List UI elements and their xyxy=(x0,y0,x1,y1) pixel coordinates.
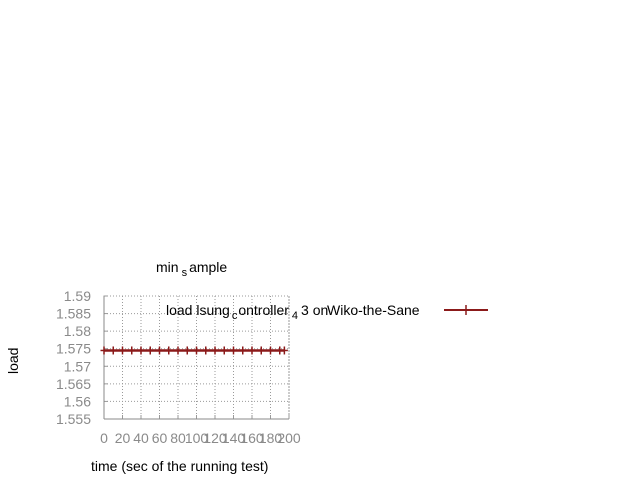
data-point xyxy=(267,346,274,355)
legend-label: load lsung controller 4 3 onWiko-the-Sane xyxy=(166,302,420,322)
data-point xyxy=(257,346,265,355)
data-point xyxy=(137,346,145,355)
y-tick-label: 1.58 xyxy=(64,323,91,339)
y-tick-label: 1.575 xyxy=(56,341,91,357)
data-point xyxy=(183,346,191,355)
legend-label-part-4: 4 xyxy=(292,310,298,322)
data-point xyxy=(100,346,108,355)
data-point xyxy=(156,346,163,355)
x-tick-label: 40 xyxy=(133,430,149,446)
data-point xyxy=(280,346,288,355)
data-point xyxy=(128,346,136,355)
x-tick-label: 20 xyxy=(115,430,131,446)
x-axis-label: time (sec of the running test) xyxy=(91,458,268,474)
x-tick-label: 100 xyxy=(185,430,209,446)
data-point xyxy=(220,346,228,355)
chart-title-part-2: s xyxy=(182,267,188,279)
data-point xyxy=(146,346,154,355)
x-tick-label: 60 xyxy=(152,430,168,446)
data-point xyxy=(174,346,182,355)
legend-label-part-3: ontroller xyxy=(238,302,289,318)
x-tick-label: 0 xyxy=(100,430,108,446)
chart-title-part-1: min xyxy=(156,259,179,275)
y-tick-label: 1.555 xyxy=(56,411,91,427)
legend-label-part-2: c xyxy=(232,310,238,322)
legend-label-part-5: 3 on xyxy=(301,302,328,318)
chart-title: min s ample xyxy=(156,259,227,279)
data-point xyxy=(239,346,247,355)
data-point xyxy=(109,346,117,355)
y-tick-label: 1.57 xyxy=(64,358,91,374)
data-point xyxy=(248,346,256,355)
y-tick-label: 1.585 xyxy=(56,306,91,322)
plot-border xyxy=(103,295,290,420)
axis-layer xyxy=(103,295,290,420)
x-tick-label: 120 xyxy=(203,430,227,446)
legend: load lsung controller 4 3 onWiko-the-Sane xyxy=(166,302,488,322)
chart-title-part-3: ample xyxy=(189,259,227,275)
x-tick-label: 140 xyxy=(222,430,246,446)
data-point xyxy=(230,346,237,355)
data-point xyxy=(193,346,200,355)
data-point xyxy=(211,346,219,355)
x-tick-label: 180 xyxy=(259,430,283,446)
y-tick-label: 1.565 xyxy=(56,376,91,392)
data-point xyxy=(165,346,173,355)
legend-label-part-1: load lsung xyxy=(166,302,230,318)
x-tick-label: 160 xyxy=(240,430,264,446)
y-axis-label: load xyxy=(5,348,21,374)
y-tick-labels: 1.555 1.561.565 1.571.575 1.581.585 1.59 xyxy=(56,288,91,427)
y-tick-label: 1.59 xyxy=(64,288,91,304)
x-tick-label: 80 xyxy=(170,430,186,446)
y-tick-label: 1.56 xyxy=(64,393,91,409)
x-tick-label: 200 xyxy=(277,430,301,446)
series-layer xyxy=(100,346,288,355)
data-point xyxy=(202,346,210,355)
data-point xyxy=(119,346,126,355)
legend-label-part-6: Wiko-the-Sane xyxy=(327,302,420,318)
